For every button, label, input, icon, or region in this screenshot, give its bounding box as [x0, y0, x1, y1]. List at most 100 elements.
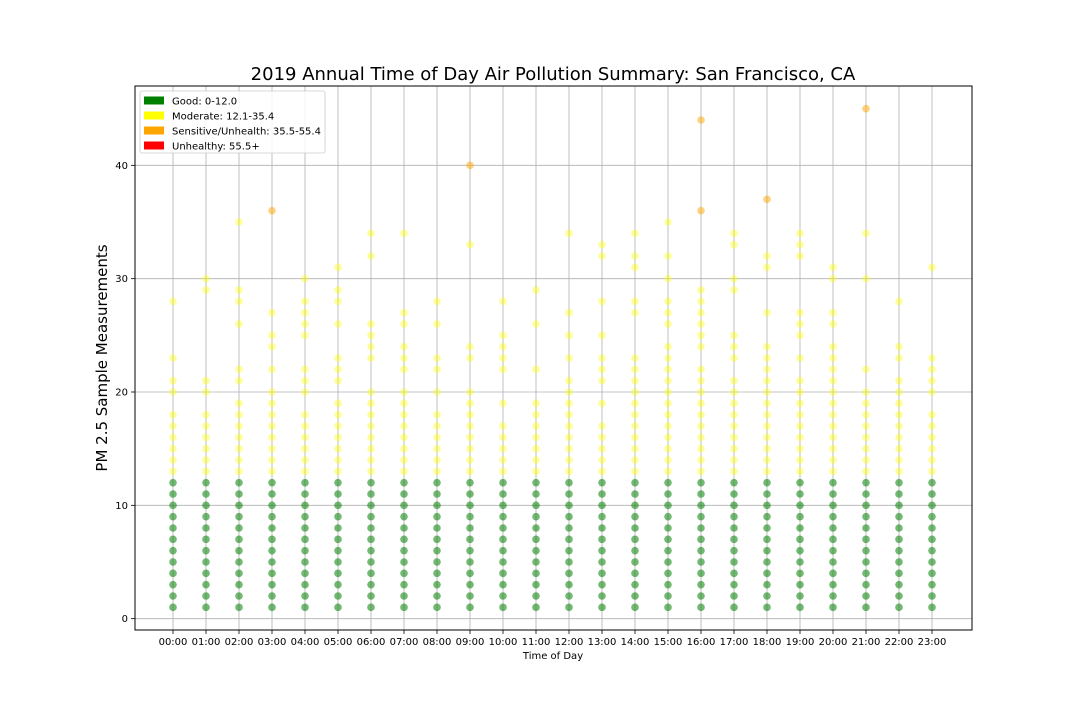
data-point [565, 490, 573, 498]
data-point [928, 456, 936, 464]
data-point [169, 535, 177, 544]
data-point [499, 524, 507, 532]
data-point [763, 263, 771, 272]
data-point [334, 444, 342, 453]
data-point [565, 535, 573, 544]
data-point [928, 524, 936, 532]
data-point [400, 580, 408, 589]
data-point [829, 456, 837, 464]
data-point [202, 580, 210, 589]
data-point [763, 456, 771, 464]
data-point [796, 308, 804, 317]
data-point [664, 478, 672, 487]
data-point [796, 490, 804, 498]
data-point [697, 467, 705, 476]
data-point [433, 320, 441, 328]
x-tick-label: 11:00 [522, 637, 551, 648]
data-point [532, 592, 540, 600]
data-point [664, 308, 672, 317]
data-point [664, 320, 672, 328]
data-point [763, 467, 771, 476]
data-point [763, 422, 771, 430]
legend-label: Unhealthy: 55.5+ [172, 142, 260, 153]
data-point [862, 410, 870, 419]
data-point [895, 569, 903, 578]
data-point [235, 512, 243, 521]
data-point [235, 433, 243, 442]
data-point [367, 512, 375, 521]
data-point [466, 240, 474, 249]
data-point [169, 467, 177, 476]
data-point [697, 206, 705, 215]
data-point [697, 603, 705, 612]
data-point [730, 354, 738, 362]
data-point [763, 354, 771, 362]
x-tick-label: 03:00 [258, 637, 287, 648]
data-point [235, 399, 243, 408]
data-point [499, 444, 507, 453]
data-point [400, 388, 408, 396]
data-point [301, 444, 309, 453]
data-point [730, 592, 738, 600]
legend-box [139, 90, 326, 154]
data-point [499, 603, 507, 612]
data-point [763, 388, 771, 396]
data-point [796, 456, 804, 464]
data-point [433, 558, 441, 566]
data-point [301, 365, 309, 374]
data-point [631, 558, 639, 566]
data-point [928, 388, 936, 396]
data-point [202, 410, 210, 419]
data-point [598, 512, 606, 521]
data-point [301, 592, 309, 600]
data-point [301, 274, 309, 283]
data-point [400, 433, 408, 442]
x-tick-label: 17:00 [720, 637, 749, 648]
data-point [928, 376, 936, 385]
data-point [565, 376, 573, 385]
data-point [829, 603, 837, 612]
data-point [697, 592, 705, 600]
data-point [202, 546, 210, 555]
data-point [763, 558, 771, 566]
data-point [895, 342, 903, 351]
data-point [631, 603, 639, 612]
data-point [202, 376, 210, 385]
data-point [598, 456, 606, 464]
x-tick-label: 23:00 [918, 637, 947, 648]
legend-label: Good: 0-12.0 [172, 97, 237, 108]
data-point [796, 444, 804, 453]
data-point [268, 524, 276, 532]
data-point [433, 444, 441, 453]
data-point [895, 490, 903, 498]
data-point [532, 580, 540, 589]
data-point [202, 422, 210, 430]
data-point [367, 569, 375, 578]
data-point [829, 490, 837, 498]
data-point [202, 490, 210, 498]
data-point [697, 501, 705, 510]
data-point [532, 501, 540, 510]
data-point [235, 535, 243, 544]
data-point [730, 512, 738, 521]
data-point [664, 274, 672, 283]
data-point [466, 569, 474, 578]
data-point [202, 456, 210, 464]
data-point [862, 478, 870, 487]
data-point [829, 501, 837, 510]
data-point [928, 490, 936, 498]
data-point [565, 308, 573, 317]
data-point [763, 399, 771, 408]
data-point [631, 229, 639, 238]
data-point [928, 546, 936, 555]
data-point [928, 444, 936, 453]
data-point [235, 320, 243, 328]
data-point [829, 320, 837, 328]
data-point [367, 252, 375, 260]
data-point [466, 456, 474, 464]
data-point [565, 422, 573, 430]
data-point [796, 240, 804, 249]
data-point [829, 580, 837, 589]
data-point [862, 592, 870, 600]
data-point [829, 410, 837, 419]
